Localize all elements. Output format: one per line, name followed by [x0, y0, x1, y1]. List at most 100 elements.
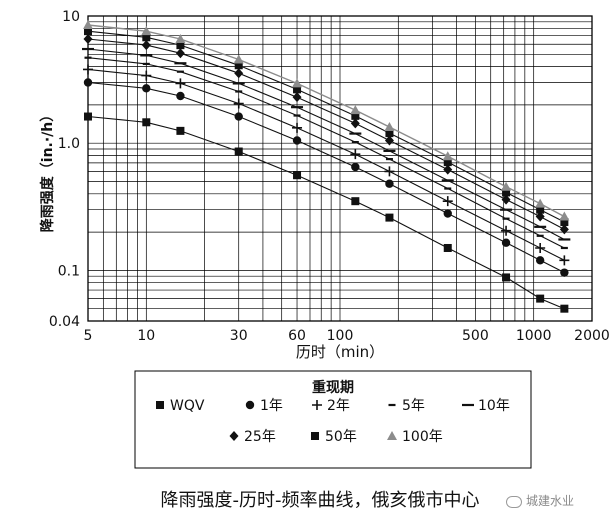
x-tick-label: 100 [327, 328, 354, 344]
legend-label: 25年 [244, 429, 276, 445]
legend-marker [387, 431, 397, 440]
data-point [443, 209, 452, 218]
data-point [385, 129, 394, 138]
x-tick-label: 30 [230, 328, 248, 344]
legend-marker [311, 432, 319, 440]
data-point [233, 54, 244, 64]
x-tick-label: 60 [288, 328, 306, 344]
data-point [142, 33, 151, 42]
data-point [443, 164, 453, 175]
data-point [141, 70, 152, 81]
data-point [84, 27, 92, 36]
y-tick-label: 0.1 [58, 263, 80, 279]
data-point [384, 166, 395, 177]
data-point [83, 64, 93, 75]
tick-labels: 5 10 30 60 100 500 1000 2000 10 1.0 0.1 0.04 [49, 9, 610, 344]
legend-item: WQV [156, 398, 205, 414]
data-point [350, 149, 361, 160]
y-tick-label: 1.0 [58, 136, 80, 152]
data-point [83, 78, 93, 87]
data-point [560, 218, 569, 227]
data-point [350, 118, 360, 129]
series-5 [83, 33, 569, 235]
legend-item: 5年 [388, 398, 425, 414]
data-point [141, 40, 151, 51]
data-point [559, 255, 570, 266]
data-point [502, 188, 511, 197]
series-line [87, 68, 565, 261]
data-point [293, 85, 302, 94]
data-point [351, 111, 360, 120]
legend-marker [156, 401, 164, 409]
data-point [83, 33, 93, 44]
x-tick-label: 1000 [516, 328, 552, 344]
legend-marker [229, 431, 239, 441]
data-point [443, 243, 452, 252]
legend-label: WQV [170, 398, 205, 414]
data-point [535, 198, 546, 208]
data-point [175, 33, 186, 43]
data-point [292, 92, 302, 103]
x-tick-label: 2000 [574, 328, 610, 344]
data-point [385, 213, 394, 222]
x-tick-label: 5 [84, 328, 93, 344]
data-point [536, 294, 545, 303]
data-point [442, 196, 453, 207]
legend-label: 1年 [260, 398, 283, 414]
data-point [501, 238, 511, 247]
data-point [443, 158, 452, 167]
data-point [292, 78, 303, 88]
legend-marker [245, 400, 255, 410]
data-point [502, 273, 511, 282]
data-point [501, 181, 512, 191]
grid [87, 15, 593, 322]
series-1 [83, 78, 569, 277]
data-point [351, 197, 360, 206]
figure-caption: 降雨强度-历时-频率曲线，俄亥俄市中心 [160, 490, 480, 511]
legend-label: 100年 [402, 429, 443, 445]
data-point [560, 268, 569, 277]
data-point [293, 171, 302, 180]
legend-item: 10年 [462, 398, 510, 414]
legend-item: 25年 [229, 429, 276, 445]
legend-label: 10年 [478, 398, 510, 414]
series-0 [84, 112, 569, 313]
data-point [559, 211, 570, 221]
data-point [535, 242, 546, 253]
data-point [234, 147, 243, 156]
series-3 [84, 56, 568, 250]
data-point [384, 135, 394, 146]
series-layer [82, 19, 571, 313]
x-tick-label: 500 [462, 328, 489, 344]
legend-box [134, 370, 532, 469]
data-point [385, 179, 394, 188]
data-point [141, 26, 152, 36]
data-point [176, 126, 185, 135]
data-point [535, 211, 545, 222]
data-point [234, 61, 243, 70]
watermark: 城建水业 [506, 492, 574, 509]
data-point [233, 98, 244, 109]
data-point [351, 162, 360, 172]
legend-entries: WQV 1年 2年 5年 10年 25年 50年 100年 [156, 398, 510, 445]
data-point [536, 205, 545, 214]
x-tick-label: 10 [137, 328, 155, 344]
data-point [176, 41, 185, 50]
series-line [87, 81, 565, 274]
wechat-icon [506, 495, 522, 508]
data-point [292, 136, 302, 145]
data-point [175, 48, 185, 59]
series-4 [82, 47, 571, 241]
data-point [350, 105, 361, 115]
series-line [87, 57, 565, 249]
data-point [501, 225, 512, 236]
series-2 [83, 64, 570, 266]
series-6 [84, 27, 569, 227]
data-point [384, 122, 395, 132]
legend-label: 2年 [327, 398, 350, 414]
legend-item: 1年 [245, 398, 283, 414]
y-axis-title: 降雨强度（in.·/h） [39, 108, 56, 232]
data-point [83, 19, 93, 29]
data-point [560, 304, 569, 313]
